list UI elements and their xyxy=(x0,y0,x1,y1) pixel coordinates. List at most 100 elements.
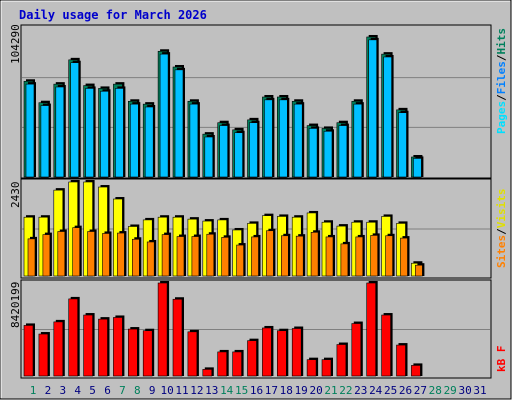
kbytes-bar xyxy=(306,359,317,377)
kbytes-bar xyxy=(366,282,377,377)
sites-bar xyxy=(400,237,408,277)
kbytes-bar xyxy=(336,344,347,377)
legend-pages: Pages xyxy=(495,101,508,134)
kbytes-bar xyxy=(98,318,108,377)
x-tick-label: 23 xyxy=(354,384,367,397)
files-bar xyxy=(159,53,169,178)
files-bar xyxy=(144,106,154,178)
x-tick-label: 15 xyxy=(235,384,248,397)
legend-hits-panel: Pages/Files/Hits xyxy=(495,28,508,134)
sites-bar xyxy=(206,233,215,277)
sites-bar xyxy=(295,235,304,277)
ymax-label-hits: 104290 xyxy=(9,24,22,64)
x-tick-label: 22 xyxy=(339,384,352,397)
kbytes-bar xyxy=(217,351,227,377)
files-bar xyxy=(174,69,184,178)
legend-hits: Hits xyxy=(495,28,508,55)
kbytes-bar xyxy=(247,340,257,377)
sites-bar xyxy=(325,236,334,277)
bars-layer xyxy=(22,34,490,377)
files-bar xyxy=(204,136,214,178)
kbytes-bar xyxy=(411,365,421,377)
files-bar xyxy=(55,86,65,178)
files-bar xyxy=(40,105,50,178)
sites-bar xyxy=(132,238,140,277)
x-tick-label: 24 xyxy=(369,384,383,397)
legend-separator: / xyxy=(495,54,508,61)
files-bar xyxy=(368,39,378,178)
files-bar xyxy=(249,122,258,178)
sites-bar xyxy=(355,236,364,277)
files-bar xyxy=(278,99,288,178)
x-tick-label: 20 xyxy=(309,384,322,397)
panel-frame-visits xyxy=(20,178,492,279)
files-bar xyxy=(189,103,199,178)
sites-bar xyxy=(236,244,244,277)
legend-separator: / xyxy=(495,228,508,235)
sites-bar xyxy=(340,243,349,277)
legend-visits-panel: Sites/Visits xyxy=(495,189,508,269)
sites-bar xyxy=(251,236,259,277)
sites-bar xyxy=(176,236,185,277)
x-tick-label: 31 xyxy=(473,384,486,397)
files-bar xyxy=(264,99,273,178)
kbytes-bar xyxy=(381,314,391,377)
x-tick-label: 25 xyxy=(384,384,397,397)
sites-bar xyxy=(221,237,229,277)
x-tick-label: 16 xyxy=(250,384,263,397)
x-tick-label: 7 xyxy=(119,384,126,397)
sites-bar xyxy=(415,264,423,277)
x-tick-label: 2 xyxy=(45,384,52,397)
x-tick-label: 19 xyxy=(295,384,308,397)
x-tick-label: 17 xyxy=(265,384,278,397)
files-bar xyxy=(25,83,35,178)
kbytes-bar xyxy=(321,359,332,377)
sites-bar xyxy=(42,234,51,277)
x-tick-label: 8 xyxy=(134,384,141,397)
legend-separator: / xyxy=(495,94,508,101)
files-bar xyxy=(353,103,363,178)
x-tick-label: 4 xyxy=(74,384,81,397)
files-bar xyxy=(398,112,407,178)
sites-bar xyxy=(370,235,379,277)
kbytes-bar xyxy=(53,321,64,377)
sites-bar xyxy=(310,231,319,277)
files-bar xyxy=(100,90,109,178)
kbytes-bar xyxy=(38,333,49,377)
files-bar xyxy=(115,88,124,178)
legend-kbytes: kB F xyxy=(495,346,508,373)
x-tick-label: 26 xyxy=(399,384,412,397)
x-axis-labels: 1 2 3 4 5 6 7 8 9 10 11 12 13 14 15 16 17 18 19 20 21 22 23 24 2… xyxy=(30,384,487,397)
kbytes-bar xyxy=(187,331,198,377)
kbytes-bar xyxy=(291,328,302,377)
files-bar xyxy=(413,158,422,178)
files-bar xyxy=(85,88,94,178)
kbytes-bar xyxy=(142,330,153,377)
kbytes-bar xyxy=(351,323,362,377)
x-tick-label: 29 xyxy=(444,384,457,397)
sites-bar xyxy=(191,236,200,277)
legend-sites: Sites xyxy=(495,235,508,268)
x-tick-label: 11 xyxy=(175,384,188,397)
files-bar xyxy=(383,56,392,178)
x-tick-label: 9 xyxy=(149,384,156,397)
files-bar xyxy=(219,125,228,178)
chart-title: Daily usage for March 2026 xyxy=(19,8,207,22)
sites-bar xyxy=(27,238,36,277)
kbytes-bar xyxy=(172,298,183,377)
sites-bar xyxy=(161,234,170,277)
ymax-label-kbytes: 8420199 xyxy=(9,282,22,328)
kbytes-bar xyxy=(68,298,78,377)
sites-bar xyxy=(57,231,66,277)
x-tick-label: 1 xyxy=(30,384,37,397)
x-tick-label: 18 xyxy=(280,384,293,397)
x-tick-label: 13 xyxy=(205,384,218,397)
files-bar xyxy=(308,128,318,178)
kbytes-bar xyxy=(276,330,287,377)
kbytes-bar xyxy=(83,314,93,377)
files-bar xyxy=(323,130,333,178)
kbytes-bar xyxy=(128,328,138,377)
kbytes-bar xyxy=(232,351,242,377)
sites-bar xyxy=(117,232,125,277)
kbytes-bar xyxy=(23,325,34,377)
